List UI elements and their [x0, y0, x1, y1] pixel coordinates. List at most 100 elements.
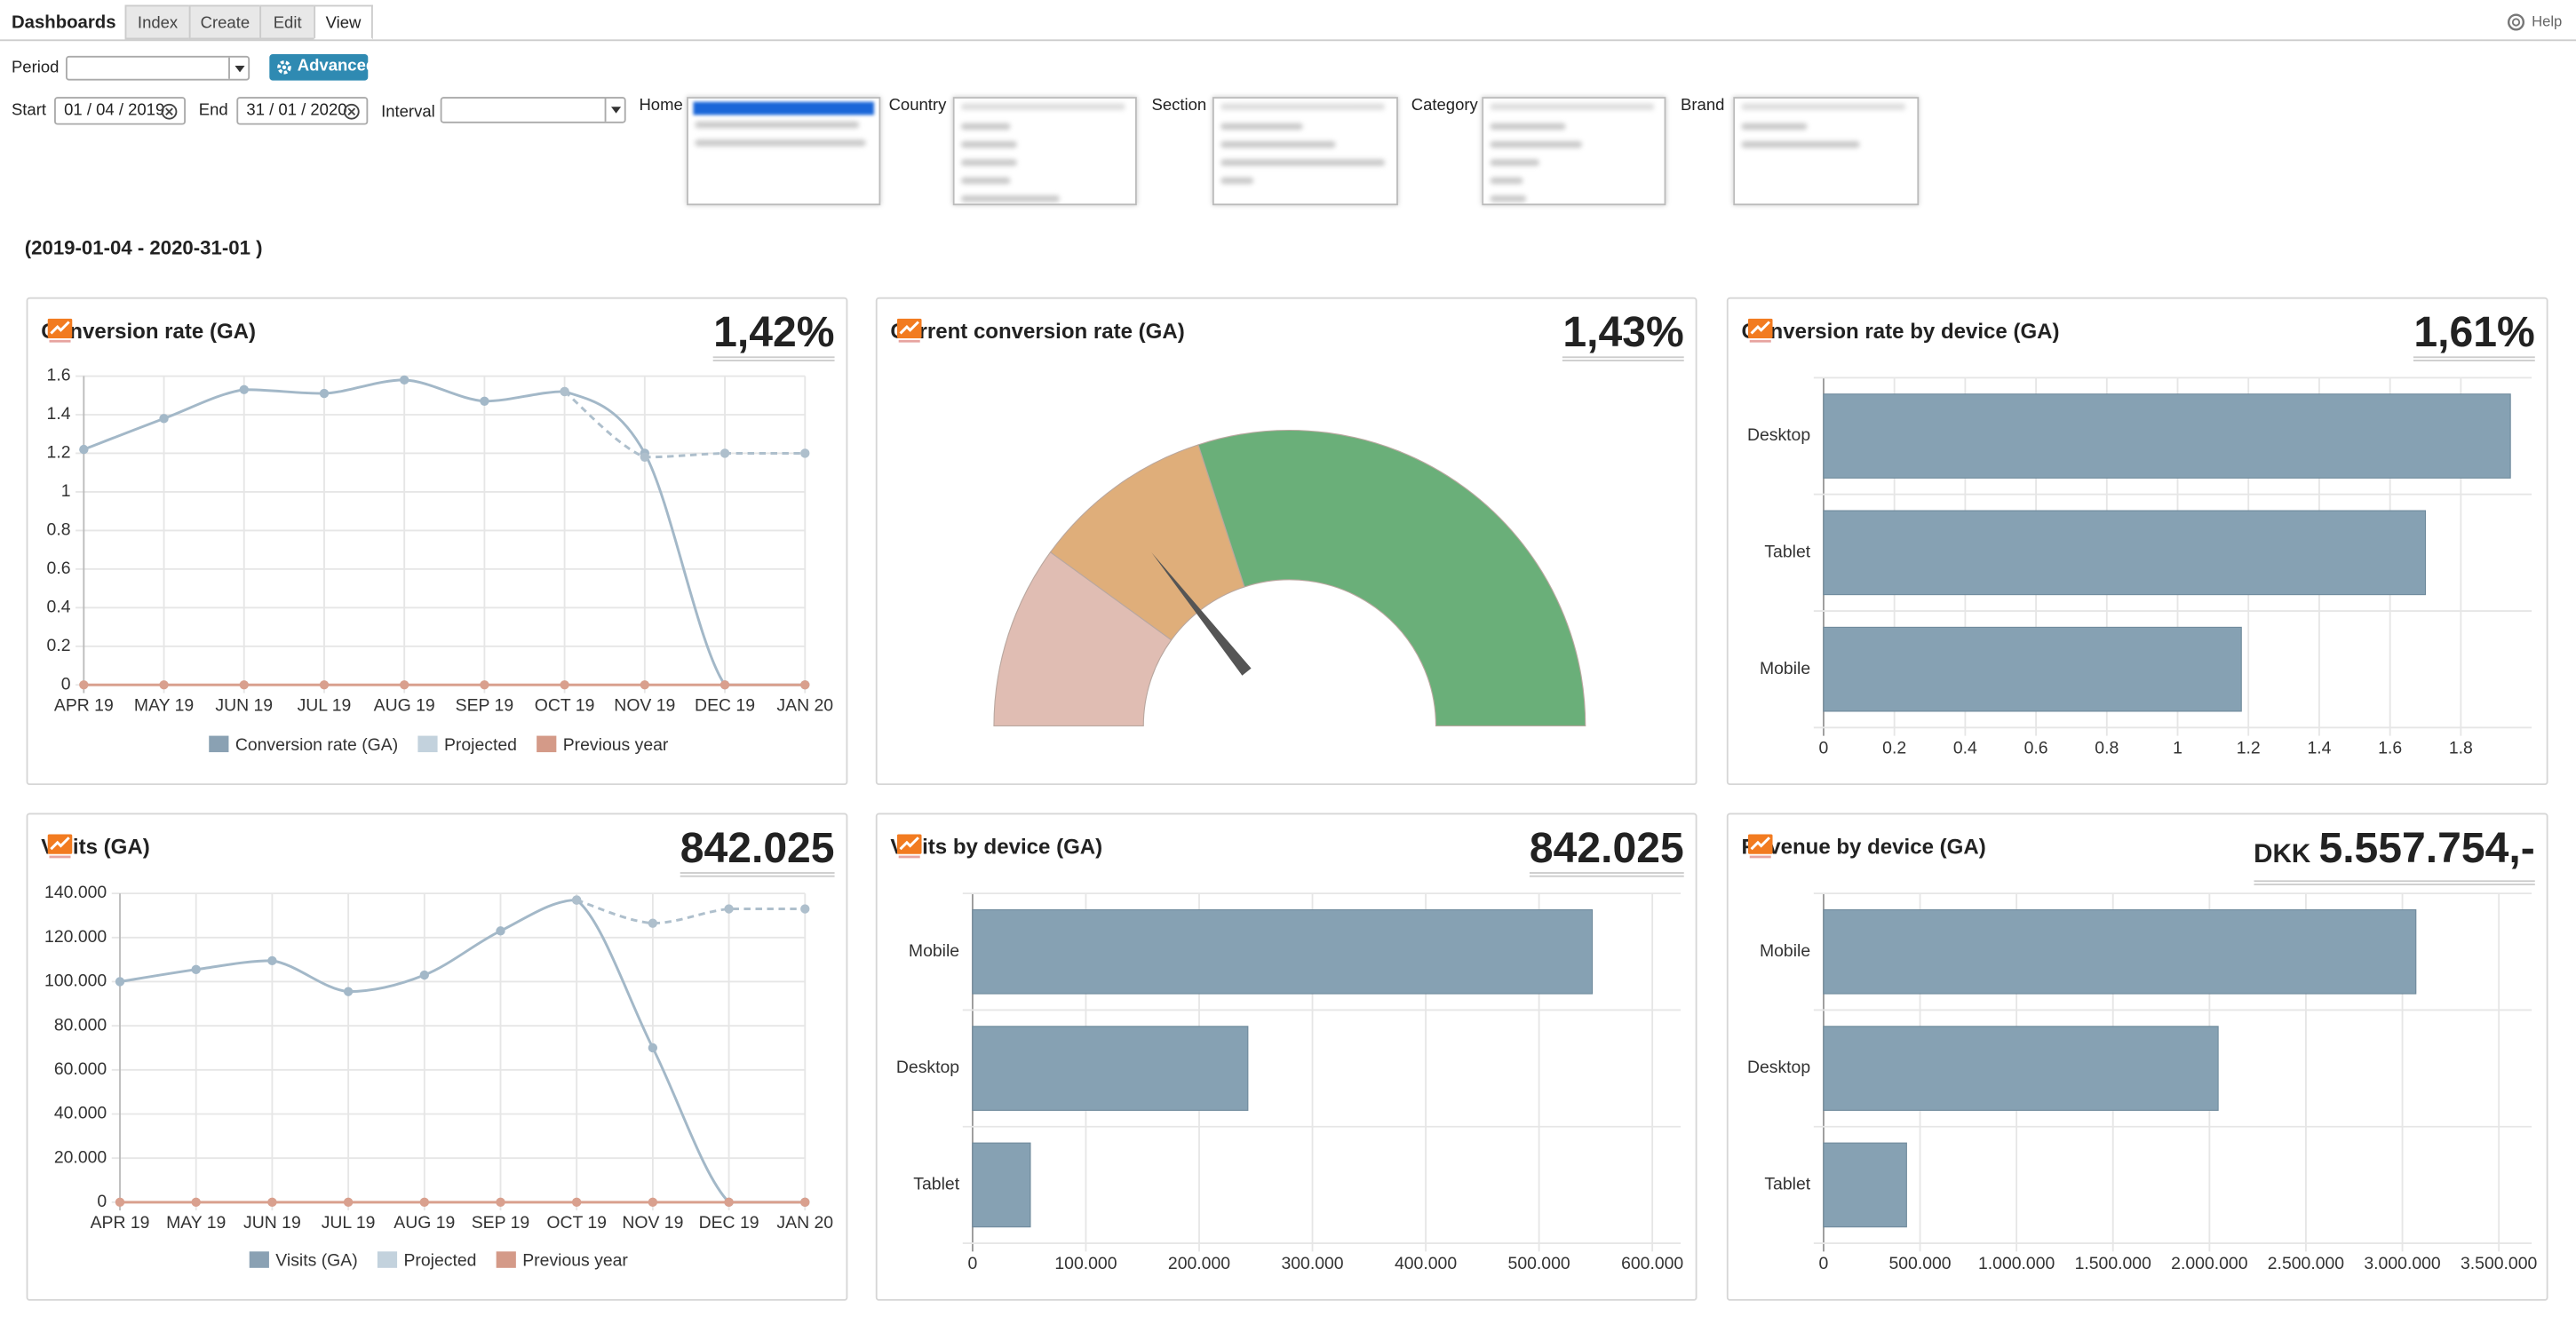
kpi-value: 1,43%: [1562, 306, 1684, 357]
data-point: [343, 987, 354, 996]
x-tick-label: 0.8: [2095, 738, 2119, 757]
x-tick-label: MAY 19: [166, 1213, 226, 1233]
x-tick-label: NOV 19: [614, 695, 675, 715]
x-tick-label: 0: [968, 1254, 978, 1273]
gauge-band: [1197, 430, 1586, 727]
y-tick-label: 1: [61, 481, 71, 501]
data-point: [79, 680, 89, 690]
category-list[interactable]: [1482, 97, 1666, 206]
data-point: [648, 1043, 658, 1053]
x-tick-label: 300.000: [1281, 1254, 1343, 1273]
blurred-item: [1490, 195, 1527, 202]
clear-icon[interactable]: [161, 103, 178, 120]
end-input[interactable]: 31 / 01 / 2020: [236, 97, 369, 125]
series-line: [119, 899, 806, 1204]
icon-line: [50, 321, 70, 335]
legend-label: Previous year: [522, 1251, 628, 1271]
y-tick-label: 20.000: [54, 1147, 107, 1167]
data-point: [648, 918, 658, 928]
start-input[interactable]: 01 / 04 / 2019: [54, 97, 186, 125]
chart-header: Visits by device (GA): [890, 834, 1102, 859]
y-tick-label: Desktop: [1747, 1058, 1810, 1077]
data-point: [343, 1197, 354, 1208]
chart-header: Conversion rate by device (GA): [1741, 318, 2060, 344]
x-tick-label: 2.500.000: [2268, 1254, 2345, 1273]
legend-swatch: [417, 735, 438, 753]
brand-list[interactable]: [1733, 97, 1920, 206]
list-label: Country: [888, 97, 947, 115]
legend-swatch: [496, 1251, 516, 1268]
icon-line: [1750, 321, 1770, 335]
date-range: (2019-01-04 - 2020-31-01 ): [24, 236, 263, 260]
data-point: [115, 977, 125, 987]
kpi-value: 842.025: [1529, 822, 1684, 873]
bar: [1823, 393, 2511, 479]
blurred-item: [1220, 103, 1386, 110]
bar: [972, 1026, 1249, 1111]
legend: Conversion rate (GA) Projected Previous ye…: [209, 735, 669, 755]
ga-icon: [896, 834, 922, 859]
y-tick-label: Tablet: [1764, 542, 1810, 561]
chart-title: Conversion rate by device (GA): [1741, 318, 2060, 344]
icon-caption: [898, 339, 920, 343]
data-point: [800, 904, 810, 914]
clear-icon[interactable]: [343, 103, 360, 120]
y-tick-label: 80.000: [54, 1015, 107, 1035]
chart-panel: 0 0.2 0.4 0.6 0.8 1 1.2 1.4 1.6 APR 19 MAY 19 JUN 1…: [26, 297, 848, 786]
bar: [1823, 1142, 1907, 1228]
tab[interactable]: Create: [188, 4, 262, 40]
blurred-item: [960, 123, 1011, 131]
advanced-button[interactable]: Advanced: [269, 54, 376, 81]
data-point: [724, 1197, 734, 1208]
x-tick-label: 1.8: [2449, 738, 2473, 757]
home-list[interactable]: [687, 97, 881, 206]
icon-caption: [1749, 855, 1771, 859]
data-point: [400, 680, 409, 690]
x-tick-label: 500.000: [1888, 1254, 1951, 1273]
chart-panel: 0 100.000 200.000 300.000 400.000 500.000 600.…: [875, 813, 1697, 1301]
icon-caption: [49, 339, 71, 343]
icon-line: [899, 321, 919, 335]
ga-icon: [47, 318, 73, 343]
start-label: Start: [11, 101, 47, 121]
kpi: 1,61%: [2413, 307, 2535, 361]
period-select[interactable]: [65, 55, 250, 81]
blurred-item: [1490, 103, 1655, 110]
y-tick-label: 0: [61, 674, 71, 694]
help-icon[interactable]: [2507, 13, 2525, 31]
country-list[interactable]: [952, 97, 1137, 206]
help-link[interactable]: Help: [2532, 12, 2563, 30]
data-point: [115, 1197, 125, 1208]
icon-caption: [1749, 339, 1771, 343]
tab[interactable]: Edit: [259, 4, 316, 40]
x-tick-label: SEP 19: [456, 695, 513, 715]
kpi-value: 5.557.754,-: [2318, 822, 2535, 873]
legend-swatch: [209, 735, 229, 753]
ga-icon: [896, 318, 922, 343]
section-list[interactable]: [1212, 97, 1398, 206]
x-tick-label: 1.000.000: [1978, 1254, 2055, 1273]
x-tick-label: 1.4: [2307, 738, 2331, 757]
blurred-item: [960, 177, 1011, 185]
y-tick-label: 40.000: [54, 1104, 107, 1123]
y-tick-label: Mobile: [1760, 941, 1810, 961]
x-tick-label: JAN 20: [776, 1213, 833, 1233]
interval-select[interactable]: [440, 97, 626, 123]
chart-title: Current conversion rate (GA): [890, 318, 1185, 344]
blurred-item: [1220, 141, 1336, 148]
data-point: [480, 396, 489, 406]
y-tick-label: 60.000: [54, 1059, 107, 1079]
blurred-item: [1220, 159, 1386, 166]
tab-rule: [0, 39, 2576, 42]
tab[interactable]: Index: [124, 4, 191, 40]
blurred-item: [1490, 159, 1539, 166]
gauge-needle: [1151, 552, 1252, 676]
x-tick-label: NOV 19: [622, 1213, 683, 1233]
tab-active[interactable]: View: [314, 4, 373, 40]
x-tick-label: 0: [1819, 738, 1829, 757]
blurred-item: [960, 103, 1125, 110]
legend-swatch: [377, 1251, 398, 1268]
icon-line: [899, 836, 919, 851]
data-point: [319, 388, 330, 399]
